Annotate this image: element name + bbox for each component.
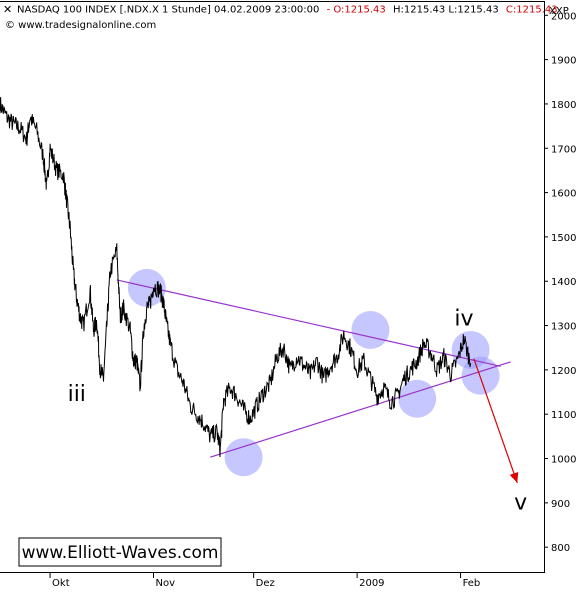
svg-text:NASDAQ 100 INDEX [.NDX.X 1 St: NASDAQ 100 INDEX [.NDX.X 1 Stunde] 04.02… — [17, 5, 558, 16]
x-tick-label: Nov — [156, 578, 176, 589]
highlight-circle — [127, 268, 166, 307]
header-hlc: H:1215.43 L:1215.43 — [393, 5, 499, 16]
price-series — [0, 97, 472, 458]
trendlines — [116, 279, 511, 458]
trendline — [210, 361, 511, 458]
close-icon[interactable]: ✕ — [3, 3, 12, 16]
highlight-circle — [398, 379, 437, 418]
x-tick-label: 2009 — [359, 578, 384, 589]
y-tick-label: 1000 — [551, 455, 576, 466]
y-tick-label: 1700 — [551, 144, 576, 155]
y-tick-label: 1300 — [551, 322, 576, 333]
watermark-box — [18, 537, 222, 567]
x-axis-ticks: Okt Nov Dez 2009 Feb — [49, 572, 481, 589]
header-close: C:1215.43 — [506, 5, 558, 16]
axis-symbol: XXP — [549, 6, 569, 17]
x-tick-label: Okt — [52, 578, 70, 589]
y-tick-label: 900 — [551, 499, 570, 510]
header-open: - O:1215.43 — [327, 5, 386, 16]
y-tick-label: 1100 — [551, 410, 576, 421]
y-tick-label: 800 — [551, 543, 570, 554]
highlight-circle — [224, 438, 263, 477]
projection-line — [473, 358, 518, 484]
y-tick-label: 1200 — [551, 366, 576, 377]
projection-arrow — [473, 358, 519, 484]
highlight-circles — [127, 268, 500, 477]
watermark-text: www.Elliott-Waves.com — [22, 543, 219, 563]
y-tick-label: 1600 — [551, 189, 576, 200]
y-tick-label: 1400 — [551, 277, 576, 288]
y-tick-label: 1500 — [551, 233, 576, 244]
highlight-circle — [351, 310, 390, 349]
trendline — [116, 279, 501, 367]
wave-labels: iii iv v — [68, 307, 528, 516]
header-instrument: NASDAQ 100 INDEX [.NDX.X 1 Stunde] 04.02… — [17, 5, 319, 16]
y-axis-ticks: 800 900 1000 1100 1200 1300 1400 1500 1600 1700 18… — [544, 11, 576, 554]
y-tick-label: 1900 — [551, 56, 576, 67]
wave-label-v: v — [514, 491, 527, 516]
y-tick-label: 1800 — [551, 100, 576, 111]
y-tick-label: 2000 — [551, 11, 576, 22]
wave-label-iii: iii — [68, 382, 86, 407]
wave-label-iv: iv — [454, 307, 473, 332]
x-tick-label: Dez — [256, 578, 275, 589]
highlight-circle — [461, 356, 500, 395]
header-copyright: © www.tradesignalonline.com — [5, 20, 156, 31]
price-line — [0, 97, 472, 458]
projection-arrowhead — [509, 471, 519, 483]
x-tick-label: Feb — [463, 578, 481, 589]
